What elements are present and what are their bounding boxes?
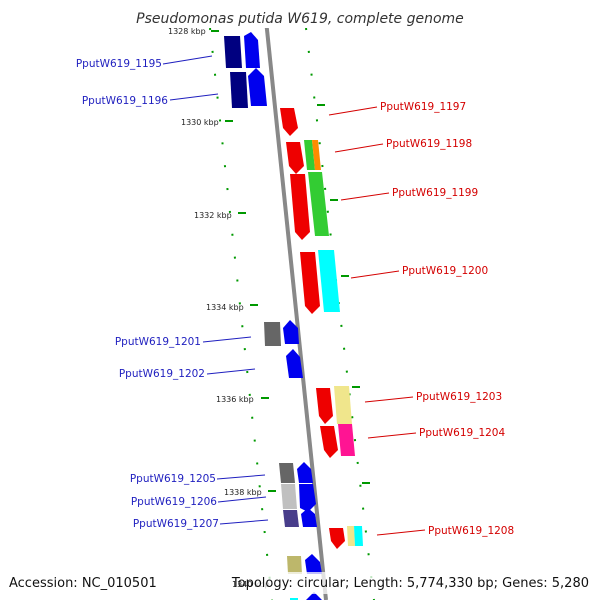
- gene-pputw619-1206[interactable]: [281, 484, 316, 512]
- gene-label-right[interactable]: PputW619_1197: [380, 101, 466, 113]
- genome-backbone: [264, 28, 328, 600]
- label-leader: [367, 432, 417, 439]
- gene-pputw619-1196[interactable]: [230, 68, 267, 108]
- tick-label: 1328 kbp: [168, 27, 206, 36]
- label-leader: [169, 93, 219, 101]
- gene-label-right[interactable]: PputW619_1203: [416, 391, 502, 403]
- summary-backdrop: [256, 572, 596, 594]
- gene-label-left[interactable]: PputW619_1207: [133, 518, 219, 530]
- tick-label: 1336 kbp: [216, 395, 254, 404]
- gene-pputw619-1197[interactable]: [280, 108, 298, 136]
- gene-label-left[interactable]: PputW619_1201: [115, 336, 201, 348]
- tick-label: 1334 kbp: [206, 303, 244, 312]
- label-leader: [340, 192, 390, 201]
- map-title: Pseudomonas putida W619, complete genome: [136, 11, 464, 27]
- label-leader: [364, 396, 414, 403]
- summary-text: Topology: circular; Length: 5,774,330 bp…: [231, 576, 589, 591]
- gene-label-right[interactable]: PputW619_1199: [392, 187, 478, 199]
- gene-pputw619-1198[interactable]: [286, 140, 321, 174]
- gene-pputw619-1201[interactable]: [264, 320, 299, 346]
- gene-label-left[interactable]: PputW619_1202: [119, 368, 205, 380]
- label-leader: [376, 529, 426, 536]
- label-leader: [206, 368, 256, 375]
- gene-label-left[interactable]: PputW619_1195: [76, 58, 162, 70]
- tick-label: 1332 kbp: [194, 211, 232, 220]
- gene-pputw619-1204[interactable]: [320, 424, 355, 458]
- gene-pputw619-1202[interactable]: [286, 349, 303, 378]
- label-leader: [350, 270, 400, 279]
- gene-pputw619-1208[interactable]: [329, 526, 363, 549]
- tick-label: 1338 kbp: [224, 488, 262, 497]
- label-leader: [216, 474, 266, 480]
- label-leader: [217, 496, 267, 503]
- gene-label-left[interactable]: PputW619_1205: [130, 473, 216, 485]
- gene-label-left[interactable]: PputW619_1206: [131, 496, 217, 508]
- map-body: 1328 kbp 1330 kbp 1332 kbp 1334 kbp 1336…: [162, 27, 426, 600]
- label-leader: [162, 55, 213, 65]
- tick-label: 1340 kbp: [232, 580, 270, 589]
- accession-text: Accession: NC_010501: [9, 576, 157, 591]
- label-leader: [334, 143, 384, 153]
- gene-pputw619-1203[interactable]: [316, 386, 352, 424]
- gene-label-right[interactable]: PputW619_1198: [386, 138, 472, 150]
- label-leader: [219, 519, 269, 525]
- tick-track-left: [209, 28, 273, 600]
- gene-label-left[interactable]: PputW619_1196: [82, 95, 168, 107]
- gene-label-right[interactable]: PputW619_1204: [419, 427, 505, 439]
- label-leader: [328, 106, 378, 116]
- tick-label: 1330 kbp: [181, 118, 219, 127]
- gene-pputw619-1207[interactable]: [283, 508, 317, 527]
- gene-pputw619-1199[interactable]: [290, 172, 329, 240]
- label-leader: [202, 336, 252, 343]
- gene-label-right[interactable]: PputW619_1200: [402, 265, 488, 277]
- gene-pputw619-1200[interactable]: [300, 250, 340, 314]
- gene-label-right[interactable]: PputW619_1208: [428, 525, 514, 537]
- gene-pputw619-1205[interactable]: [279, 462, 313, 483]
- gene-pputw619-1195[interactable]: [224, 32, 260, 68]
